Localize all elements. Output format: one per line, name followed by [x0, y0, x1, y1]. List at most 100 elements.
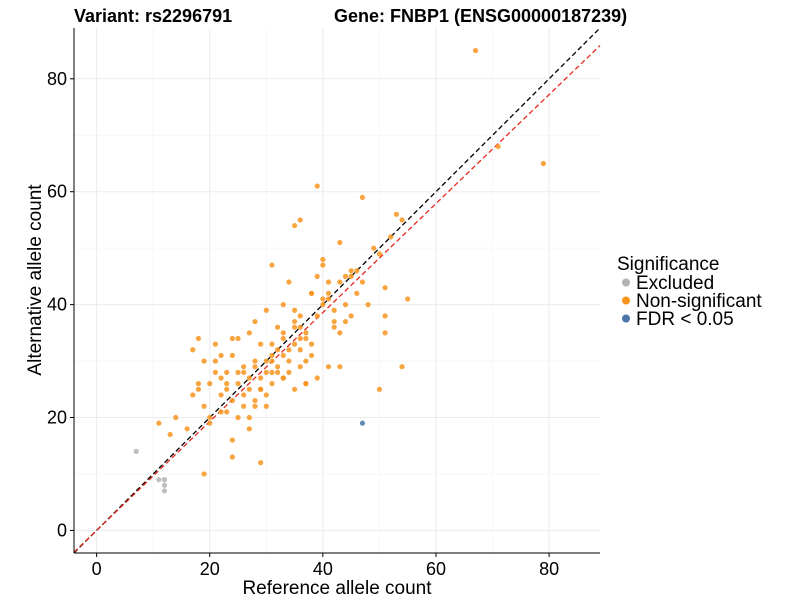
y-tick-label: 0	[57, 520, 67, 540]
point-non-significant	[258, 341, 264, 347]
point-non-significant	[275, 369, 281, 375]
point-non-significant	[314, 375, 320, 381]
point-non-significant	[252, 364, 258, 370]
reference-lines	[73, 27, 601, 554]
point-non-significant	[229, 397, 235, 404]
point-non-significant	[286, 369, 292, 375]
point-non-significant	[308, 352, 315, 359]
point-non-significant	[297, 335, 303, 342]
point-non-significant	[342, 318, 349, 325]
point-non-significant	[399, 364, 405, 370]
point-non-significant	[201, 471, 207, 477]
point-non-significant	[314, 183, 320, 189]
point-non-significant	[246, 386, 252, 392]
point-non-significant	[252, 397, 258, 404]
reference-line-fit	[73, 45, 601, 553]
point-non-significant	[269, 369, 275, 375]
point-non-significant	[376, 251, 383, 257]
point-non-significant	[291, 318, 298, 325]
point-non-significant	[184, 426, 190, 432]
point-non-significant	[286, 279, 292, 285]
point-non-significant	[156, 420, 162, 426]
variant-title: Variant: rs2296791	[74, 6, 232, 26]
point-non-significant	[325, 296, 332, 302]
point-non-significant	[393, 211, 399, 217]
axes: 0 20 40 60 80 0 20 40 60 80	[47, 28, 600, 579]
point-non-significant	[212, 369, 218, 375]
point-non-significant	[201, 358, 207, 364]
point-excluded	[161, 488, 168, 494]
point-non-significant	[320, 256, 326, 263]
point-excluded	[161, 482, 168, 488]
point-non-significant	[207, 420, 213, 426]
point-non-significant	[297, 313, 303, 319]
y-tick-label: 20	[47, 408, 67, 428]
point-non-significant	[388, 234, 394, 240]
y-tick-label: 80	[47, 69, 67, 89]
point-non-significant	[241, 364, 247, 370]
point-non-significant	[280, 335, 286, 342]
point-non-significant	[291, 222, 298, 229]
x-tick-label: 0	[92, 559, 102, 579]
point-non-significant	[382, 330, 388, 336]
point-non-significant	[331, 307, 337, 313]
point-non-significant	[275, 347, 281, 353]
legend-key-non-significant	[622, 296, 630, 305]
point-fdr-0-05	[359, 420, 366, 426]
point-non-significant	[212, 341, 218, 347]
x-tick-label: 60	[426, 559, 446, 579]
grid-lines	[74, 28, 600, 553]
point-non-significant	[331, 318, 337, 325]
point-non-significant	[354, 290, 360, 296]
point-non-significant	[275, 324, 281, 330]
point-non-significant	[195, 381, 202, 387]
point-non-significant	[190, 347, 196, 353]
point-non-significant	[325, 279, 332, 285]
y-tick-label: 60	[47, 182, 67, 202]
point-non-significant	[241, 369, 247, 375]
x-tick-label: 20	[200, 559, 220, 579]
point-non-significant	[235, 381, 241, 387]
point-non-significant	[229, 454, 235, 460]
point-non-significant	[269, 341, 275, 347]
point-non-significant	[325, 364, 332, 370]
point-non-significant	[269, 352, 275, 359]
point-non-significant	[263, 392, 269, 398]
point-non-significant	[297, 347, 303, 353]
point-non-significant	[263, 358, 269, 364]
point-non-significant	[359, 194, 366, 200]
point-non-significant	[224, 369, 230, 375]
point-non-significant	[325, 290, 332, 296]
point-non-significant	[337, 239, 343, 246]
point-non-significant	[218, 352, 224, 359]
point-non-significant	[275, 364, 281, 370]
legend-key-fdr-0-05	[622, 314, 630, 323]
point-non-significant	[382, 285, 388, 291]
y-tick-label: 40	[47, 295, 67, 315]
point-non-significant	[472, 47, 479, 54]
point-non-significant	[218, 375, 224, 381]
point-non-significant	[235, 369, 241, 375]
point-non-significant	[286, 358, 292, 364]
point-non-significant	[246, 414, 252, 421]
point-non-significant	[167, 431, 173, 438]
point-non-significant	[331, 324, 337, 330]
legend-key-excluded	[622, 278, 630, 287]
point-non-significant	[269, 381, 275, 387]
point-non-significant	[258, 375, 264, 381]
point-non-significant	[190, 392, 196, 398]
point-non-significant	[224, 386, 230, 392]
point-non-significant	[235, 414, 241, 421]
point-non-significant	[246, 330, 252, 336]
legend: Significance ExcludedNon-significantFDR …	[617, 254, 762, 330]
point-non-significant	[241, 392, 247, 398]
point-non-significant	[291, 324, 298, 330]
point-non-significant	[229, 352, 235, 359]
point-non-significant	[337, 279, 343, 285]
point-non-significant	[342, 273, 349, 279]
point-non-significant	[291, 386, 298, 392]
legend-label-non-significant: Non-significant	[636, 291, 762, 312]
point-non-significant	[207, 414, 213, 421]
point-non-significant	[359, 279, 366, 285]
